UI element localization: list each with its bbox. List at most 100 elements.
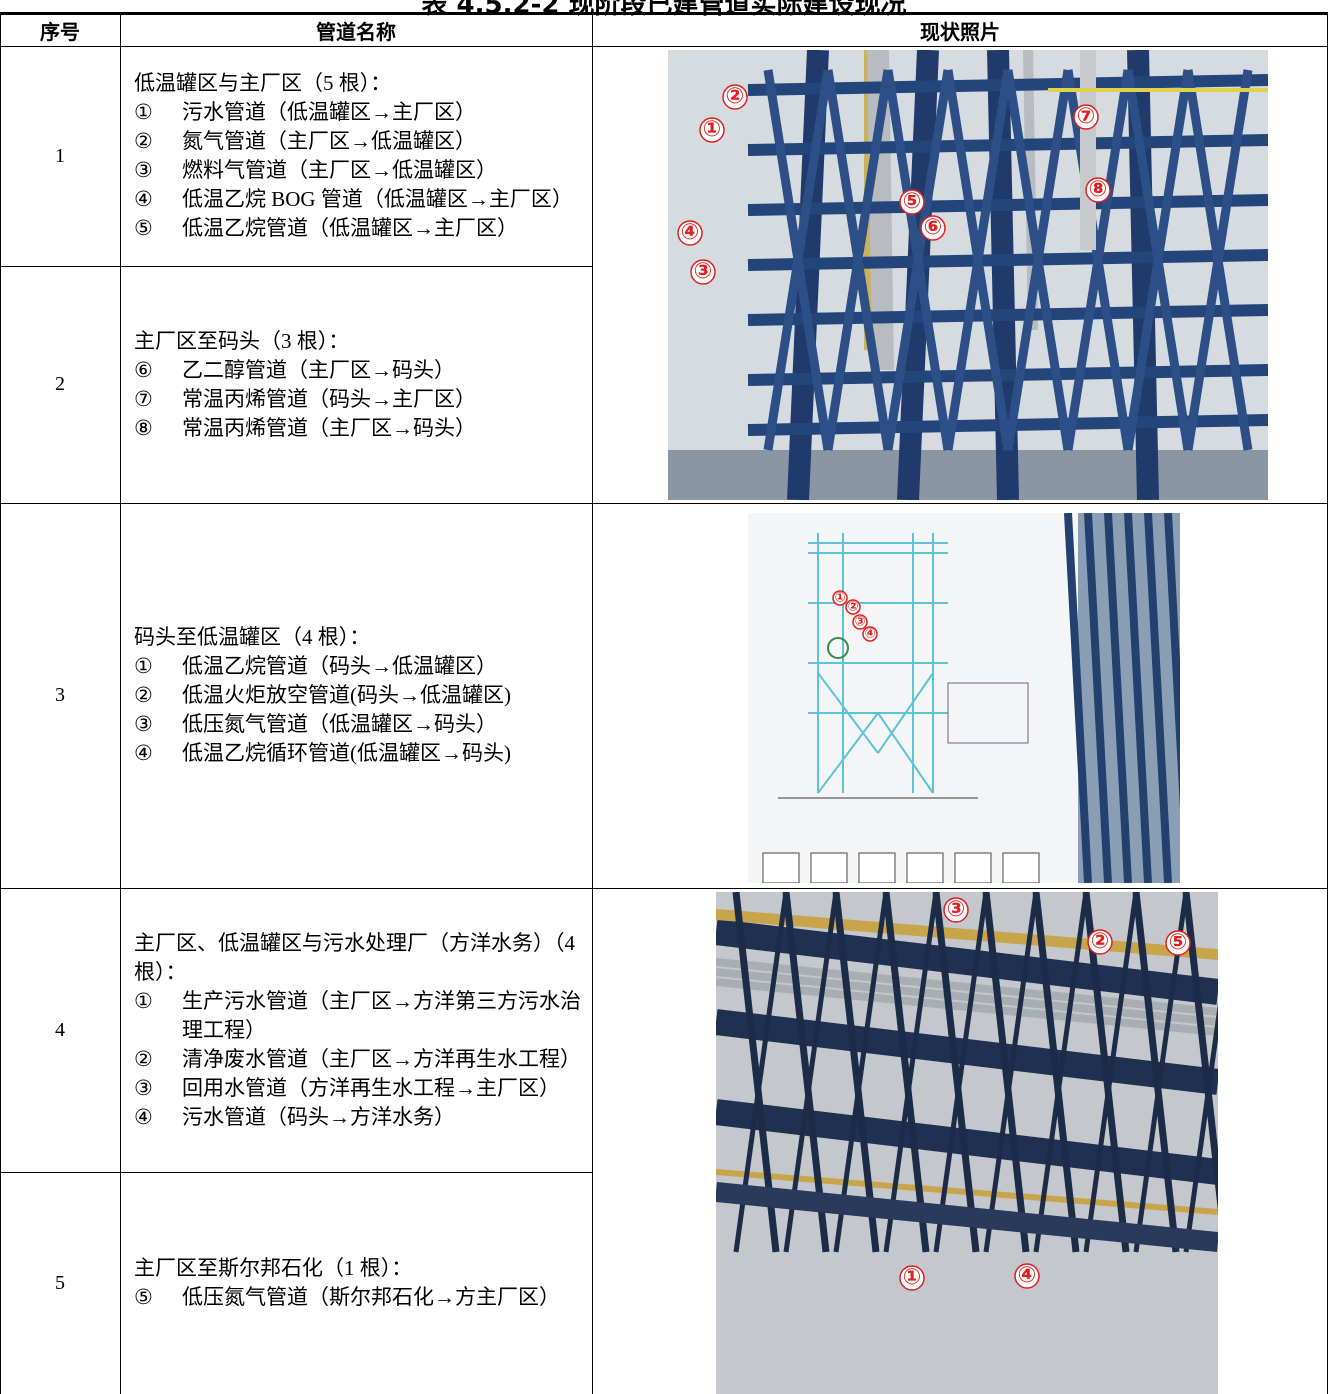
item-marker: ⑥ [134,357,153,382]
item-text: 回用水管道（方洋再生水工程→主厂区） [182,1075,560,1100]
item-marker: ⑧ [134,415,153,440]
pipe-list: 主厂区至码头（3 根）： ⑥ 乙二醇管道（主厂区→码头） ⑦ 常温丙烯管道（码头→主厂区… [120,266,592,503]
photo-shape [716,968,1218,1026]
photo-callout: ③ [854,615,865,630]
item-marker: ⑤ [134,1285,153,1309]
photo-shape [699,117,725,143]
photo-shape [1032,892,1080,1253]
row-number: 1 [55,144,65,167]
photo-shape [982,892,1030,1253]
photo-rule [592,888,1328,889]
photo-callout: ③ [694,259,713,284]
pipe-item: ② 氮气管道（主厂区→低温罐区） [134,127,582,156]
photo-callout: ① [903,1265,922,1290]
photo-callout: ④ [1018,1263,1037,1288]
photo-shape [832,892,880,1253]
photo-shape [747,249,1268,271]
photo-shape [877,672,934,754]
group-title: 主厂区至斯尔邦石化（1 根）： [134,1256,413,1280]
header-rule [0,12,1328,15]
group-title: 码头至低温罐区（4 根）： [134,625,371,649]
pipe-item: ④ 低温乙烷循环管道(低温罐区→码头) [134,739,582,768]
photo-shape [883,892,939,1253]
column-rule [0,12,1,1394]
photo: ③ ② ⑤ ① ④ [716,892,1218,1394]
photo-shape [954,852,992,883]
photo-shape [716,919,1218,1005]
photo-shape [762,852,800,883]
pipe-list: 主厂区、低温罐区与污水处理厂（方洋水务）（4 根）： ① 生产污水管道（主厂区→方洋… [120,888,592,1172]
item-text: 清净废水管道（主厂区→方洋再生水工程） [182,1046,581,1071]
photo-shape [943,897,969,923]
item-text: 常温丙烯管道（码头→主厂区） [182,386,476,411]
photo-shape [817,712,879,794]
pipe-item: ⑦ 常温丙烯管道（码头→主厂区） [134,385,582,414]
photo-shape [1165,930,1191,956]
photo-shape [832,590,848,606]
row-number: 4 [55,1018,65,1041]
item-marker: ④ [134,187,153,211]
photo-shape [1073,104,1099,130]
photo-shape [690,259,716,285]
pipe-item: ③ 燃料气管道（主厂区→低温罐区） [134,156,582,185]
pipe-item: ⑥ 乙二醇管道（主厂区→码头） [134,356,582,385]
header-cell: 现状照片 [920,20,1000,44]
photo-shape [983,892,1039,1253]
photo-shape [668,450,1268,500]
photo-callout: ④ [681,220,700,245]
row-number: 3 [55,684,65,706]
photo-callout: ① [703,117,722,142]
photo-shape [852,614,868,630]
photo-shape [716,914,1218,960]
item-marker: ④ [134,1104,153,1129]
item-text: 低温乙烷管道（低温罐区→主厂区） [182,216,518,240]
item-text: 低压氮气管道（斯尔邦石化→方主厂区） [182,1285,560,1309]
item-marker: ② [134,129,153,153]
pipe-item: ③ 回用水管道（方洋再生水工程→主厂区） [134,1074,582,1103]
photo-shape [722,84,748,110]
photo-shape [1083,892,1139,1253]
photo-shape [933,892,989,1253]
pipe-list: 主厂区至斯尔邦石化（1 根）： ⑤ 低压氮气管道（斯尔邦石化→方主厂区） [120,1172,592,1394]
photo-shape [1085,177,1111,203]
photo-shape [882,892,930,1253]
group-title: 主厂区、低温罐区与污水处理厂（方洋水务）（4 根）： [134,930,575,984]
pipe-list: 低温罐区与主厂区（5 根）： ① 污水管道（低温罐区→主厂区） ② 氮气管道（主厂区→低… [120,46,592,266]
photo-callout: ⑤ [903,189,922,214]
pipe-item: ② 低温火炬放空管道(码头→低温罐区) [134,681,582,710]
pipe-item: ③ 低压氮气管道（低温罐区→码头） [134,710,582,739]
group-title: 低温罐区与主厂区（5 根）： [134,71,392,95]
item-marker: ② [134,683,153,707]
photo-shape [858,852,896,883]
photo-shape [899,1265,925,1291]
pipe-item: ② 清净废水管道（主厂区→方洋再生水工程） [134,1045,582,1074]
row-rule [0,266,592,267]
item-marker: ④ [134,741,153,765]
photo-callout: ② [726,84,745,109]
photo-callout: ⑧ [1089,177,1108,202]
photo-shape [747,304,1268,326]
pipe-item: ④ 低温乙烷 BOG 管道（低温罐区→主厂区） [134,185,582,214]
photo-shape [716,909,1218,955]
photo-shape [677,220,703,246]
photo-shape [906,852,944,883]
item-text: 污水管道（码头→方洋水务） [182,1104,455,1129]
item-text: 低压氮气管道（低温罐区→码头） [182,712,497,736]
photo-shape [716,958,1218,1016]
item-text: 低温乙烷循环管道(低温罐区→码头) [182,741,511,765]
pipe-item: ① 低温乙烷管道（码头→低温罐区） [134,652,582,681]
photo-shape [1164,513,1180,810]
item-marker: ② [134,1046,153,1071]
photo-shape [1182,892,1218,1212]
row-rule [0,1172,592,1173]
photo-shape [747,364,1268,386]
photo-callout: ④ [864,627,875,642]
photo-shape [782,892,830,1253]
pipe-item: ④ 污水管道（码头→方洋水务） [134,1103,582,1132]
item-text: 低温乙烷 BOG 管道（低温罐区→主厂区） [182,187,573,211]
item-text: 乙二醇管道（主厂区→码头） [182,357,455,382]
column-rule [592,12,593,1394]
item-marker: ① [134,654,153,678]
group-title: 主厂区至码头（3 根）： [134,328,350,353]
photo-shape [1003,69,1073,451]
